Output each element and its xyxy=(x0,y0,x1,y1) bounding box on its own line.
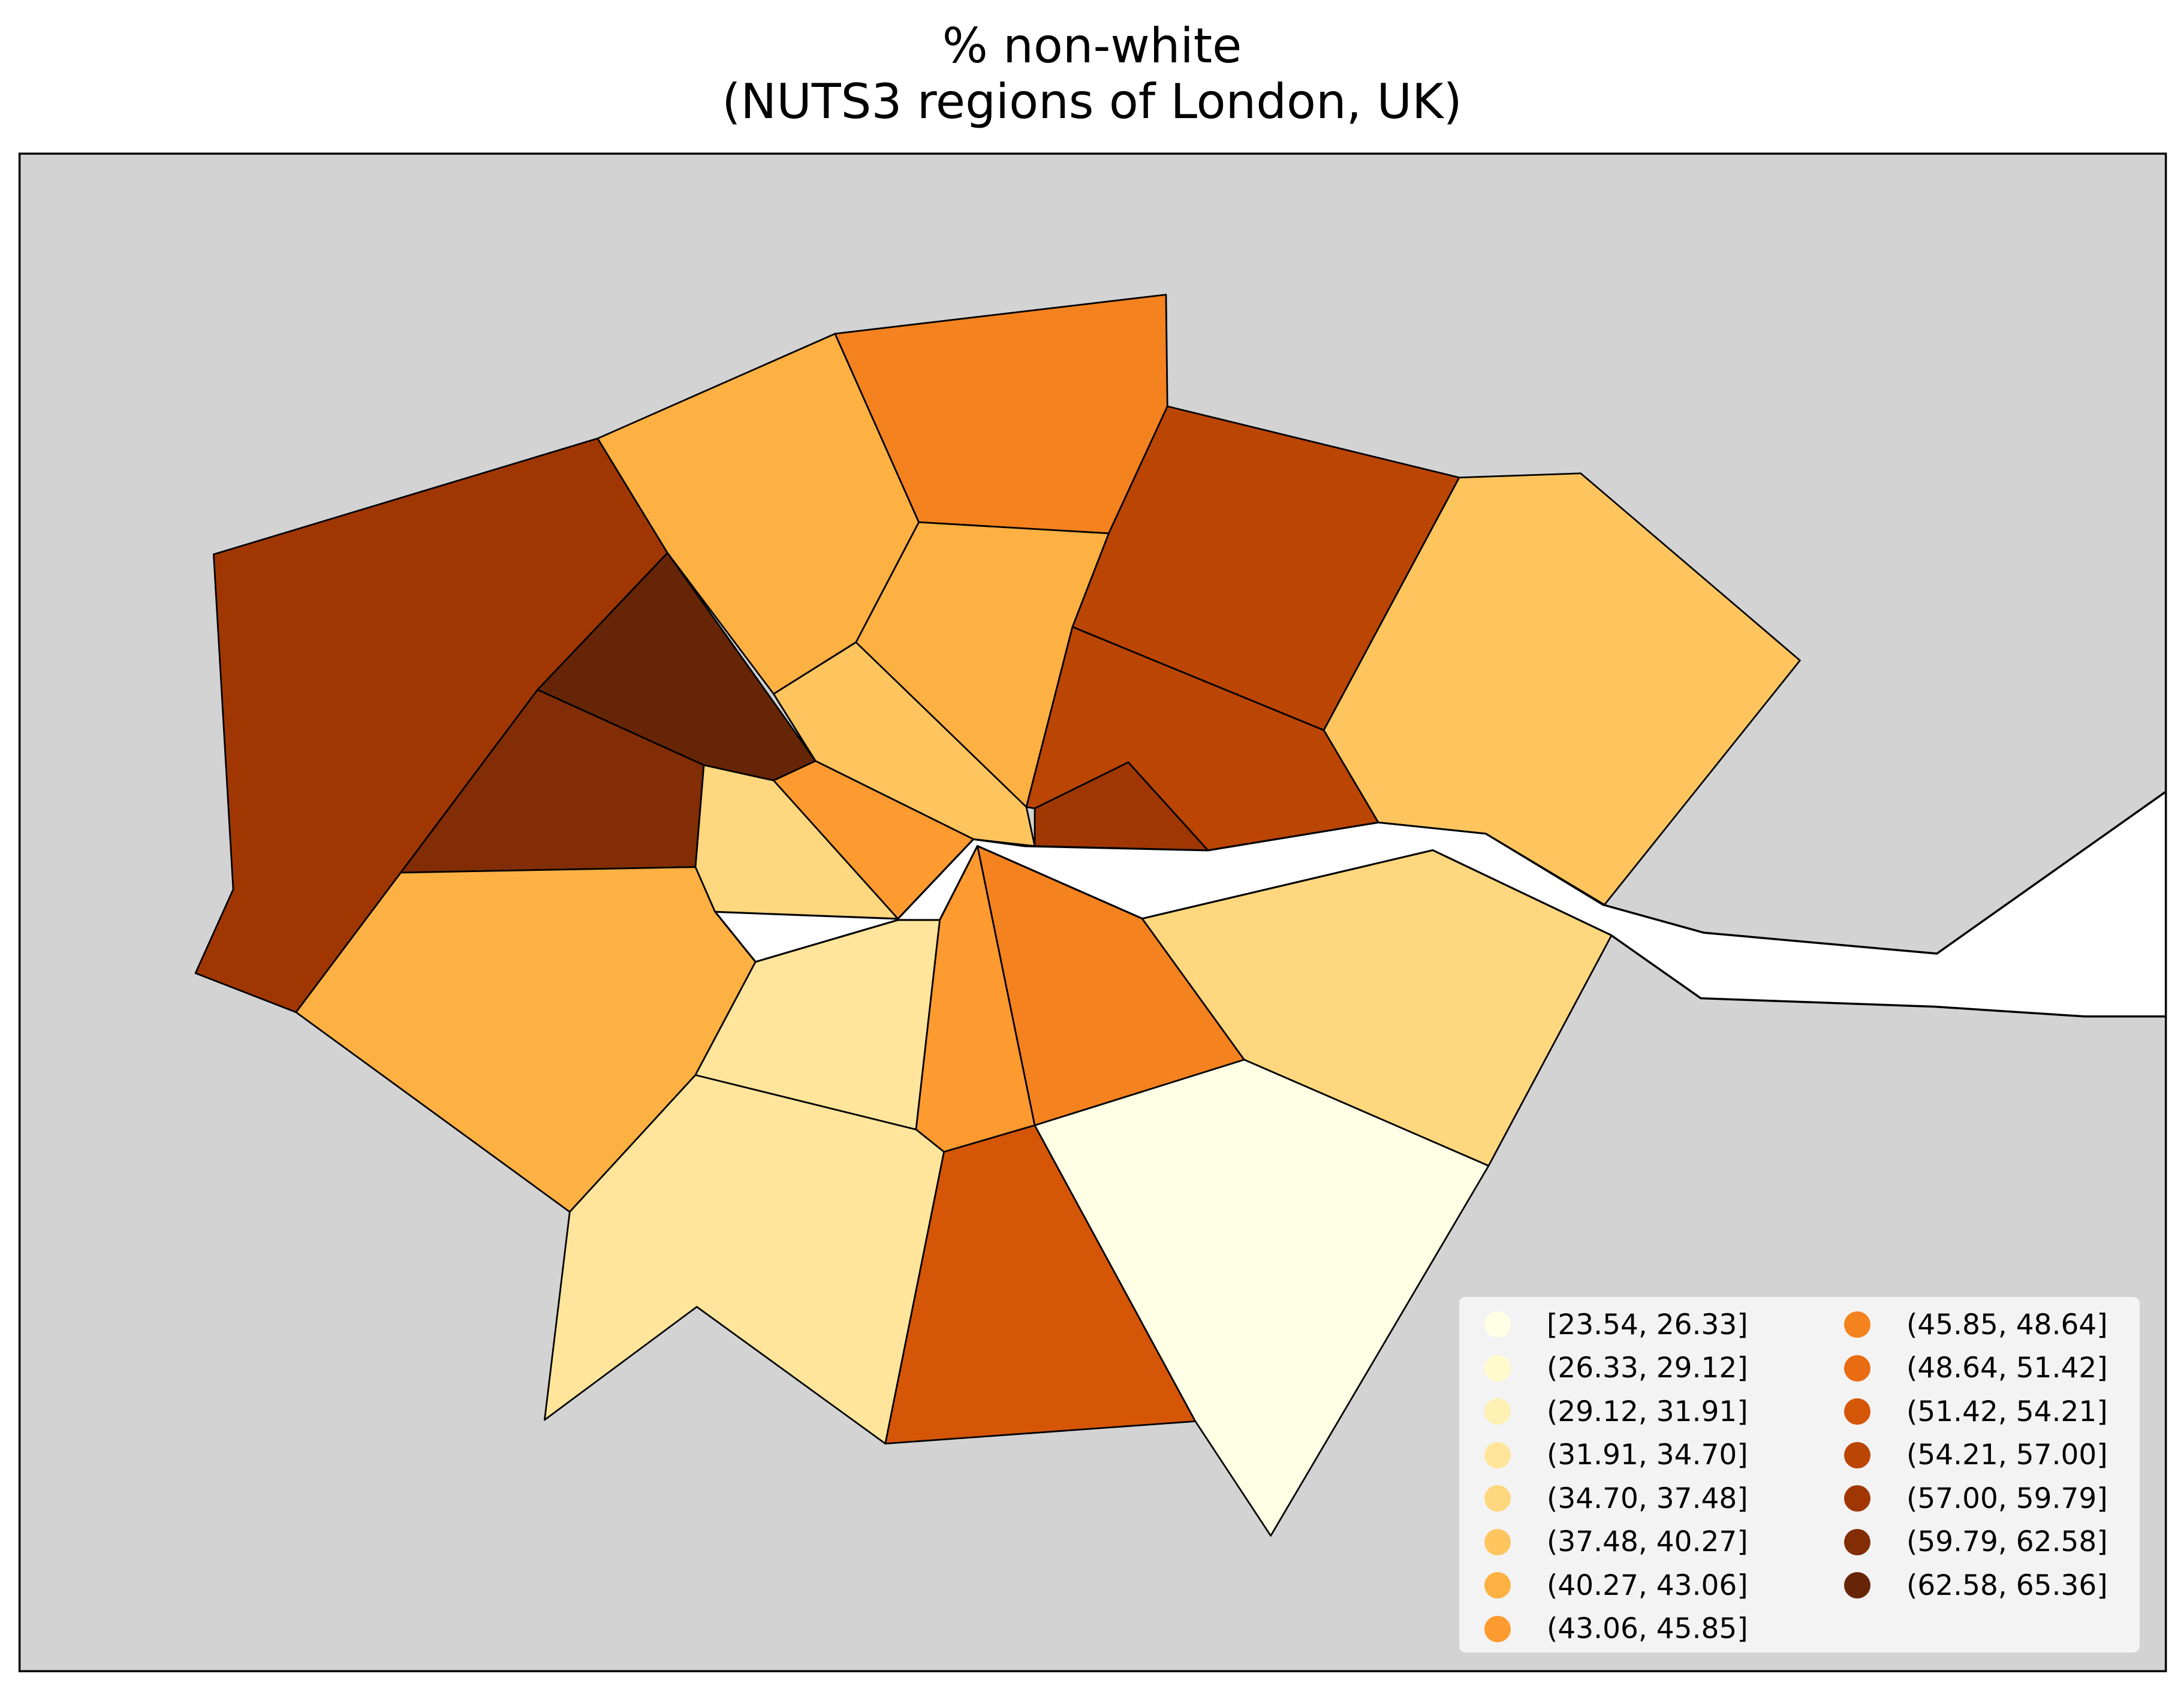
legend-item: (34.70, 37.48] xyxy=(1484,1480,1748,1516)
legend-item: (59.79, 62.58] xyxy=(1844,1524,2108,1560)
legend-label: (37.48, 40.27] xyxy=(1547,1525,1748,1558)
region-polygon xyxy=(544,1074,945,1445)
legend-swatch xyxy=(1844,1441,1870,1468)
legend-swatch xyxy=(1484,1528,1511,1555)
legend-swatch xyxy=(1484,1485,1511,1512)
legend-item: (57.00, 59.79] xyxy=(1844,1480,2108,1516)
map-title: % non-white (NUTS3 regions of London, UK… xyxy=(0,18,2184,129)
legend-item: (43.06, 45.85] xyxy=(1484,1611,1748,1647)
legend-item: (40.27, 43.06] xyxy=(1484,1567,1748,1603)
legend-swatch xyxy=(1844,1572,1870,1599)
region-polygon xyxy=(1034,761,1209,852)
legend-label: (31.91, 34.70] xyxy=(1547,1438,1748,1471)
legend-label: (57.00, 59.79] xyxy=(1906,1482,2108,1515)
legend-swatch xyxy=(1484,1311,1511,1338)
legend-swatch xyxy=(1844,1528,1870,1555)
legend-item: (31.91, 34.70] xyxy=(1484,1437,1748,1473)
region-polygon xyxy=(773,760,974,920)
legend-label: (62.58, 65.36] xyxy=(1906,1569,2108,1602)
legend-swatch xyxy=(1484,1441,1511,1468)
legend-label: (40.27, 43.06] xyxy=(1547,1569,1748,1602)
legend-item: (48.64, 51.42] xyxy=(1844,1350,2108,1386)
legend-label: (26.33, 29.12] xyxy=(1547,1352,1748,1385)
regions-layer xyxy=(194,294,1801,1537)
legend-item: (29.12, 31.91] xyxy=(1484,1394,1748,1429)
legend-swatch xyxy=(1844,1485,1870,1512)
legend-swatch xyxy=(1484,1398,1511,1425)
legend-label: [23.54, 26.33] xyxy=(1547,1308,1748,1341)
legend-label: (59.79, 62.58] xyxy=(1906,1525,2108,1558)
legend-item: (45.85, 48.64] xyxy=(1844,1307,2108,1343)
legend-label: (34.70, 37.48] xyxy=(1547,1482,1748,1515)
legend-swatch xyxy=(1844,1398,1870,1425)
legend-label: (29.12, 31.91] xyxy=(1547,1395,1748,1428)
legend-item: (54.21, 57.00] xyxy=(1844,1437,2108,1473)
region-polygon xyxy=(1034,1058,1490,1537)
legend-item: (62.58, 65.36] xyxy=(1844,1567,2108,1603)
legend-label: (48.64, 51.42] xyxy=(1906,1352,2108,1385)
legend-swatch xyxy=(1484,1355,1511,1382)
legend-item: (37.48, 40.27] xyxy=(1484,1524,1748,1560)
legend-item: [23.54, 26.33] xyxy=(1484,1307,1748,1343)
legend-label: (51.42, 54.21] xyxy=(1906,1395,2108,1428)
legend-swatch xyxy=(1844,1311,1870,1338)
legend-swatch xyxy=(1484,1615,1511,1642)
map-title-line-2: (NUTS3 regions of London, UK) xyxy=(722,74,1462,129)
legend-swatch xyxy=(1844,1355,1870,1382)
legend-item: (51.42, 54.21] xyxy=(1844,1394,2108,1429)
legend-label: (45.85, 48.64] xyxy=(1906,1308,2108,1341)
legend-swatch xyxy=(1484,1572,1511,1599)
map-legend: [23.54, 26.33] (26.33, 29.12] (29.12, 31.9… xyxy=(1459,1297,2140,1652)
legend-label: (54.21, 57.00] xyxy=(1906,1438,2108,1471)
region-polygon xyxy=(1141,849,1613,1167)
legend-label: (43.06, 45.85] xyxy=(1547,1612,1748,1645)
legend-item: (26.33, 29.12] xyxy=(1484,1350,1748,1386)
map-title-line-1: % non-white xyxy=(942,18,1242,74)
